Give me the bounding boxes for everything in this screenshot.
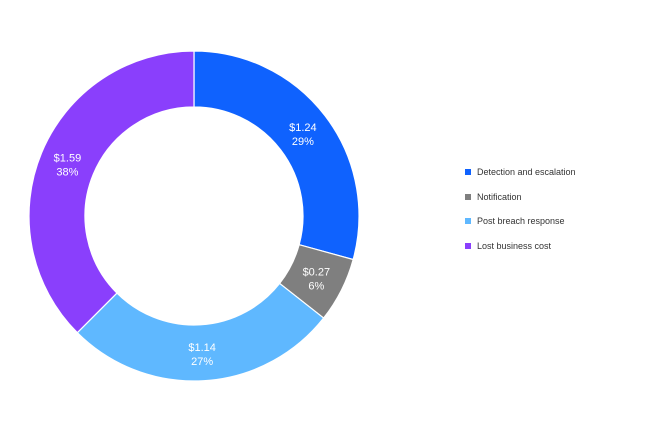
legend-item-lost-business-cost: Lost business cost xyxy=(465,240,576,252)
legend-item-detection-and-escalation: Detection and escalation xyxy=(465,166,576,178)
slice-percent-label: 38% xyxy=(56,167,78,179)
slice-percent-label: 27% xyxy=(191,356,213,368)
legend-swatch xyxy=(465,169,471,175)
slice-value-label: $1.24 xyxy=(289,122,317,134)
slice-percent-label: 29% xyxy=(292,136,314,148)
slice-lost-business-cost xyxy=(28,50,195,334)
slice-post-breach-response xyxy=(76,282,325,382)
donut-chart: $1.24 29% $0.27 6% $1.14 27% $1.59 38% xyxy=(28,50,360,382)
legend-swatch xyxy=(465,218,471,225)
chart-legend: Detection and escalation Notification Po… xyxy=(465,166,576,265)
legend-label: Notification xyxy=(477,191,522,202)
legend-item-notification: Notification xyxy=(465,191,576,203)
slice-detection-and-escalation xyxy=(193,50,360,261)
slice-percent-label: 6% xyxy=(308,281,324,293)
legend-label: Lost business cost xyxy=(477,241,552,252)
slice-value-label: $0.27 xyxy=(303,267,331,279)
legend-label: Post breach response xyxy=(477,216,565,227)
legend-item-post-breach-response: Post breach response xyxy=(465,215,576,227)
slice-value-label: $1.14 xyxy=(188,342,216,354)
legend-swatch xyxy=(465,243,471,250)
legend-swatch xyxy=(465,193,471,200)
slice-value-label: $1.59 xyxy=(54,153,82,165)
legend-label: Detection and escalation xyxy=(477,167,576,177)
